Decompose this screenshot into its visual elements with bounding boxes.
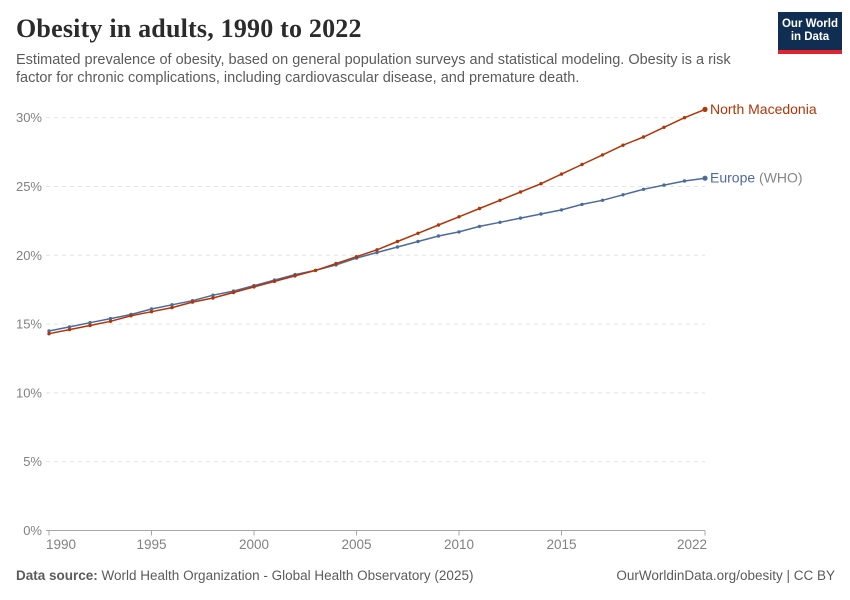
owid-url-link[interactable]: OurWorldinData.org/obesity — [616, 568, 783, 583]
data-point — [88, 323, 92, 328]
data-point — [641, 135, 646, 139]
data-point — [416, 239, 420, 244]
data-point — [662, 125, 666, 129]
y-tick-label: 30% — [16, 110, 42, 125]
owid-logo-text: Our World in Data — [781, 17, 838, 44]
subtitle-line-2: factor for chronic complications, includ… — [16, 69, 580, 86]
data-point — [108, 316, 113, 321]
chart-footer: Data source: World Health Organization -… — [16, 568, 835, 583]
x-tick-label: 2015 — [546, 537, 576, 552]
data-point — [272, 279, 277, 284]
data-point — [457, 230, 461, 234]
data-point — [313, 268, 318, 273]
data-point — [47, 329, 51, 333]
data-point — [211, 296, 215, 300]
x-tick-label: 2000 — [239, 537, 269, 552]
data-source-value: World Health Organization - Global Healt… — [97, 568, 474, 583]
data-point — [621, 193, 625, 197]
data-point — [129, 314, 133, 318]
y-tick-label: 15% — [16, 317, 42, 332]
data-point — [436, 223, 441, 227]
series-europe-who[interactable]: Europe (WHO) — [47, 170, 803, 333]
series-north-macedonia[interactable]: North Macedonia — [47, 101, 817, 336]
x-tick-label: 1990 — [46, 537, 76, 552]
data-point — [621, 143, 625, 147]
data-point — [518, 216, 523, 220]
data-point — [539, 182, 543, 186]
y-axis: 0% 5% 10% 15% 20% 25% 30% — [16, 110, 705, 538]
data-point — [149, 307, 154, 311]
data-point — [580, 202, 584, 207]
chart-subtitle: Estimated prevalence of obesity, based o… — [16, 52, 731, 87]
data-source-label: Data source: — [16, 568, 98, 583]
y-tick-label: 5% — [23, 454, 42, 469]
chart-title: Obesity in adults, 1990 to 2022 — [16, 14, 362, 43]
data-point — [395, 245, 400, 249]
y-tick-label: 20% — [16, 248, 42, 263]
y-tick-label: 0% — [23, 523, 42, 538]
data-point — [108, 319, 113, 323]
footer-links: OurWorldinData.org/obesity | CC BY — [616, 568, 835, 583]
y-tick-label: 10% — [16, 385, 42, 400]
data-point — [600, 153, 605, 157]
data-point — [457, 215, 461, 219]
data-point — [47, 332, 51, 336]
subtitle-line-1: Estimated prevalence of obesity, based o… — [16, 52, 731, 68]
data-point — [580, 162, 584, 167]
series-line[interactable] — [48, 177, 706, 332]
data-point — [682, 116, 687, 120]
data-point — [702, 175, 708, 181]
data-point — [88, 321, 92, 325]
data-point — [416, 231, 420, 235]
data-point — [559, 172, 564, 176]
data-point — [641, 187, 646, 191]
data-point — [436, 234, 441, 238]
data-point — [231, 290, 236, 295]
data-point — [375, 248, 379, 252]
data-point — [211, 293, 215, 297]
data-point — [498, 220, 502, 224]
license-link[interactable]: CC BY — [793, 568, 835, 583]
series-label-north-macedonia[interactable]: North Macedonia — [710, 101, 817, 117]
data-point — [67, 325, 72, 329]
data-point — [539, 212, 543, 216]
data-point — [170, 305, 174, 310]
data-point — [149, 310, 154, 314]
owid-logo[interactable]: Our World in Data — [778, 12, 842, 54]
x-tick-label: 2010 — [444, 537, 474, 552]
data-point — [702, 106, 708, 112]
series-label-europe-who[interactable]: Europe (WHO) — [710, 170, 803, 186]
data-point — [375, 250, 379, 255]
data-point — [395, 239, 400, 244]
data-point — [170, 303, 174, 307]
footer-separator: | — [782, 568, 794, 583]
data-point — [190, 300, 195, 304]
data-point — [354, 255, 359, 259]
data-point — [662, 183, 666, 187]
x-axis: 1990 1995 2000 2005 2010 2015 2022 — [46, 530, 707, 552]
series-line[interactable] — [48, 108, 706, 335]
data-point — [600, 198, 605, 202]
x-tick-label: 1995 — [136, 537, 166, 552]
data-point — [498, 198, 502, 202]
data-point — [293, 274, 297, 278]
data-point — [252, 285, 256, 289]
data-point — [334, 261, 338, 266]
data-point — [477, 206, 482, 211]
x-tick-label: 2005 — [341, 537, 371, 552]
y-tick-label: 25% — [16, 179, 42, 194]
data-point — [518, 190, 523, 194]
data-point — [477, 224, 482, 229]
x-tick-label: 2022 — [677, 537, 707, 552]
data-point — [559, 208, 564, 212]
data-point — [682, 179, 687, 183]
data-point — [67, 327, 72, 332]
data-source-note: Data source: World Health Organization -… — [16, 568, 473, 583]
